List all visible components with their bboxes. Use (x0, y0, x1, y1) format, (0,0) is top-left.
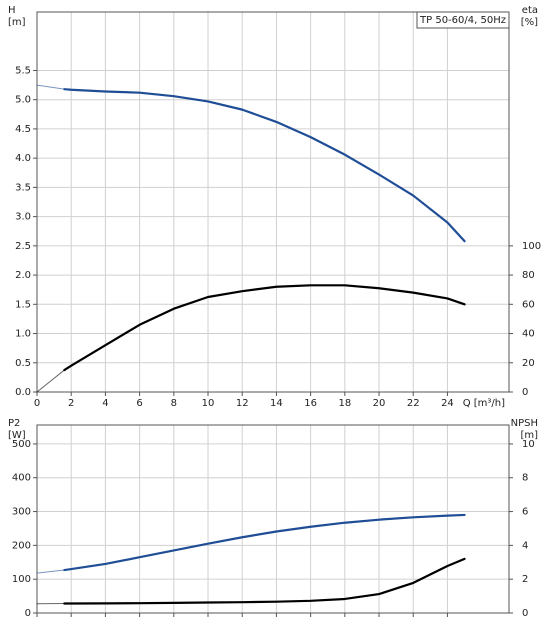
y-axis-label: H (8, 5, 16, 16)
x-tick-label: 12 (236, 398, 249, 409)
y-tick-label: 2.5 (15, 241, 31, 252)
x-tick-label: 8 (171, 398, 177, 409)
x-tick-label: 20 (373, 398, 386, 409)
y-tick-label: 0.0 (15, 387, 31, 398)
y2-tick-label: 10 (522, 439, 535, 450)
y2-axis-label: [m] (520, 430, 538, 441)
series-line (63, 557, 466, 605)
y-tick-label: 5.5 (15, 65, 31, 76)
y-tick-label: 1.5 (15, 299, 31, 310)
title-box (416, 11, 510, 29)
x-tick-label: 6 (136, 398, 142, 409)
x-axis-label: Q [m³/h] (463, 398, 505, 409)
y-tick-label: 1.0 (15, 329, 31, 340)
x-label-bg (463, 396, 507, 410)
x-tick-label: 18 (338, 398, 351, 409)
y-axis-label: [m] (8, 17, 26, 28)
x-tick-label: 24 (441, 398, 454, 409)
series-line (63, 513, 466, 572)
x-tick-label: 10 (202, 398, 215, 409)
y-tick-label: 3.0 (15, 212, 31, 223)
y2-tick-label: 8 (522, 473, 528, 484)
y2-tick-label: 2 (522, 574, 528, 585)
y2-tick-label: 40 (522, 329, 535, 340)
x-tick-label: 14 (270, 398, 283, 409)
series-line (36, 569, 65, 574)
y-tick-label: 300 (12, 507, 31, 518)
y2-tick-label: 0 (522, 387, 528, 398)
series-line (63, 284, 466, 372)
y2-tick-label: 20 (522, 358, 535, 369)
y-tick-label: 400 (12, 473, 31, 484)
y-axis-label: [W] (8, 430, 26, 441)
y2-tick-label: 60 (522, 299, 535, 310)
y-tick-label: 500 (12, 439, 31, 450)
y-tick-label: 0 (25, 608, 31, 619)
y-tick-label: 2.0 (15, 270, 31, 281)
series-line (36, 369, 65, 393)
y-tick-label: 5.0 (15, 95, 31, 106)
y2-tick-label: 80 (522, 270, 535, 281)
y-tick-label: 3.5 (15, 182, 31, 193)
chart-title: TP 50-60/4, 50Hz (419, 15, 506, 26)
y2-tick-label: 6 (522, 507, 528, 518)
y-axis-label: P2 (8, 418, 20, 429)
x-tick-label: 16 (304, 398, 317, 409)
series-line (36, 84, 65, 90)
y-tick-label: 100 (12, 574, 31, 585)
y-tick-label: 200 (12, 540, 31, 551)
x-tick-label: 22 (407, 398, 420, 409)
y2-tick-label: 0 (522, 608, 528, 619)
x-tick-label: 4 (102, 398, 108, 409)
y-tick-label: 4.5 (15, 124, 31, 135)
y2-axis-label: NPSH (511, 418, 538, 429)
y-tick-label: 0.5 (15, 358, 31, 369)
y-tick-label: 4.0 (15, 153, 31, 164)
y2-tick-label: 100 (522, 241, 541, 252)
y2-axis-label: [%] (521, 17, 538, 28)
x-tick-label: 0 (34, 398, 40, 409)
series-line (63, 88, 466, 243)
y2-tick-label: 4 (522, 540, 528, 551)
y2-axis-label: eta (522, 5, 538, 16)
plot-frame (36, 424, 510, 614)
plot-frame (36, 11, 510, 393)
x-tick-label: 2 (68, 398, 74, 409)
